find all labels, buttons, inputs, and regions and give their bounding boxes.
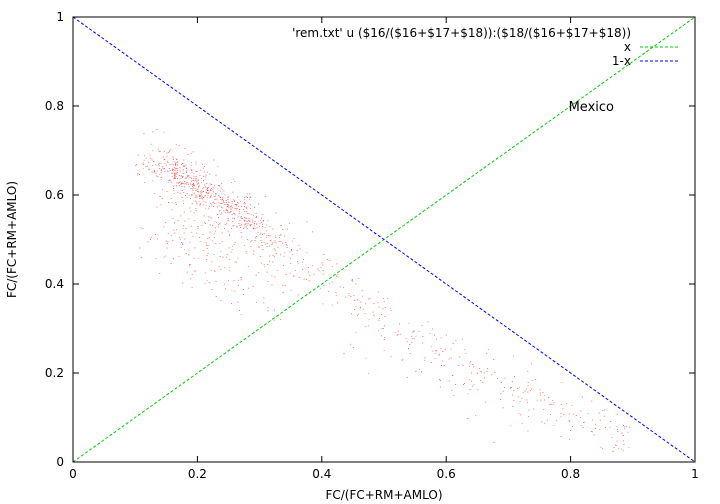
reference-lines-layer xyxy=(72,16,696,463)
y-tick-label: 0 xyxy=(56,455,64,469)
x-tick-label: 1 xyxy=(691,467,699,481)
annotation-mexico: Mexico xyxy=(569,100,614,115)
scatter-points-layer xyxy=(135,129,631,452)
legend: 'rem.txt' u ($16/($16+$17+$18)):($18/($1… xyxy=(292,26,680,68)
legend-label: 1-x xyxy=(612,54,631,68)
x-axis-label: FC/(FC+RM+AMLO) xyxy=(325,488,442,502)
x-tick-label: 0.4 xyxy=(312,467,331,481)
x-tick-label: 0.8 xyxy=(561,467,580,481)
y-tick-label: 0.2 xyxy=(45,366,64,380)
x-tick-label: 0.2 xyxy=(188,467,207,481)
scatter-points xyxy=(135,129,631,452)
legend-label: x xyxy=(624,40,631,54)
x-tick-label: 0 xyxy=(69,467,77,481)
y-tick-label: 1 xyxy=(56,10,64,24)
series-line-1-minus-x xyxy=(72,16,696,463)
legend-label: 'rem.txt' u ($16/($16+$17+$18)):($18/($1… xyxy=(292,26,631,40)
y-tick-label: 0.6 xyxy=(45,188,64,202)
y-tick-label: 0.8 xyxy=(45,99,64,113)
ticks-layer: 0 0.2 0.4 0.6 0.8 1 0 0.2 0.4 0.6 0.8 1 xyxy=(45,10,699,481)
y-tick-label: 0.4 xyxy=(45,277,64,291)
x-tick-label: 0.6 xyxy=(437,467,456,481)
y-axis-label: FC/(FC+RM+AMLO) xyxy=(5,181,19,298)
plot-frame xyxy=(72,16,696,463)
